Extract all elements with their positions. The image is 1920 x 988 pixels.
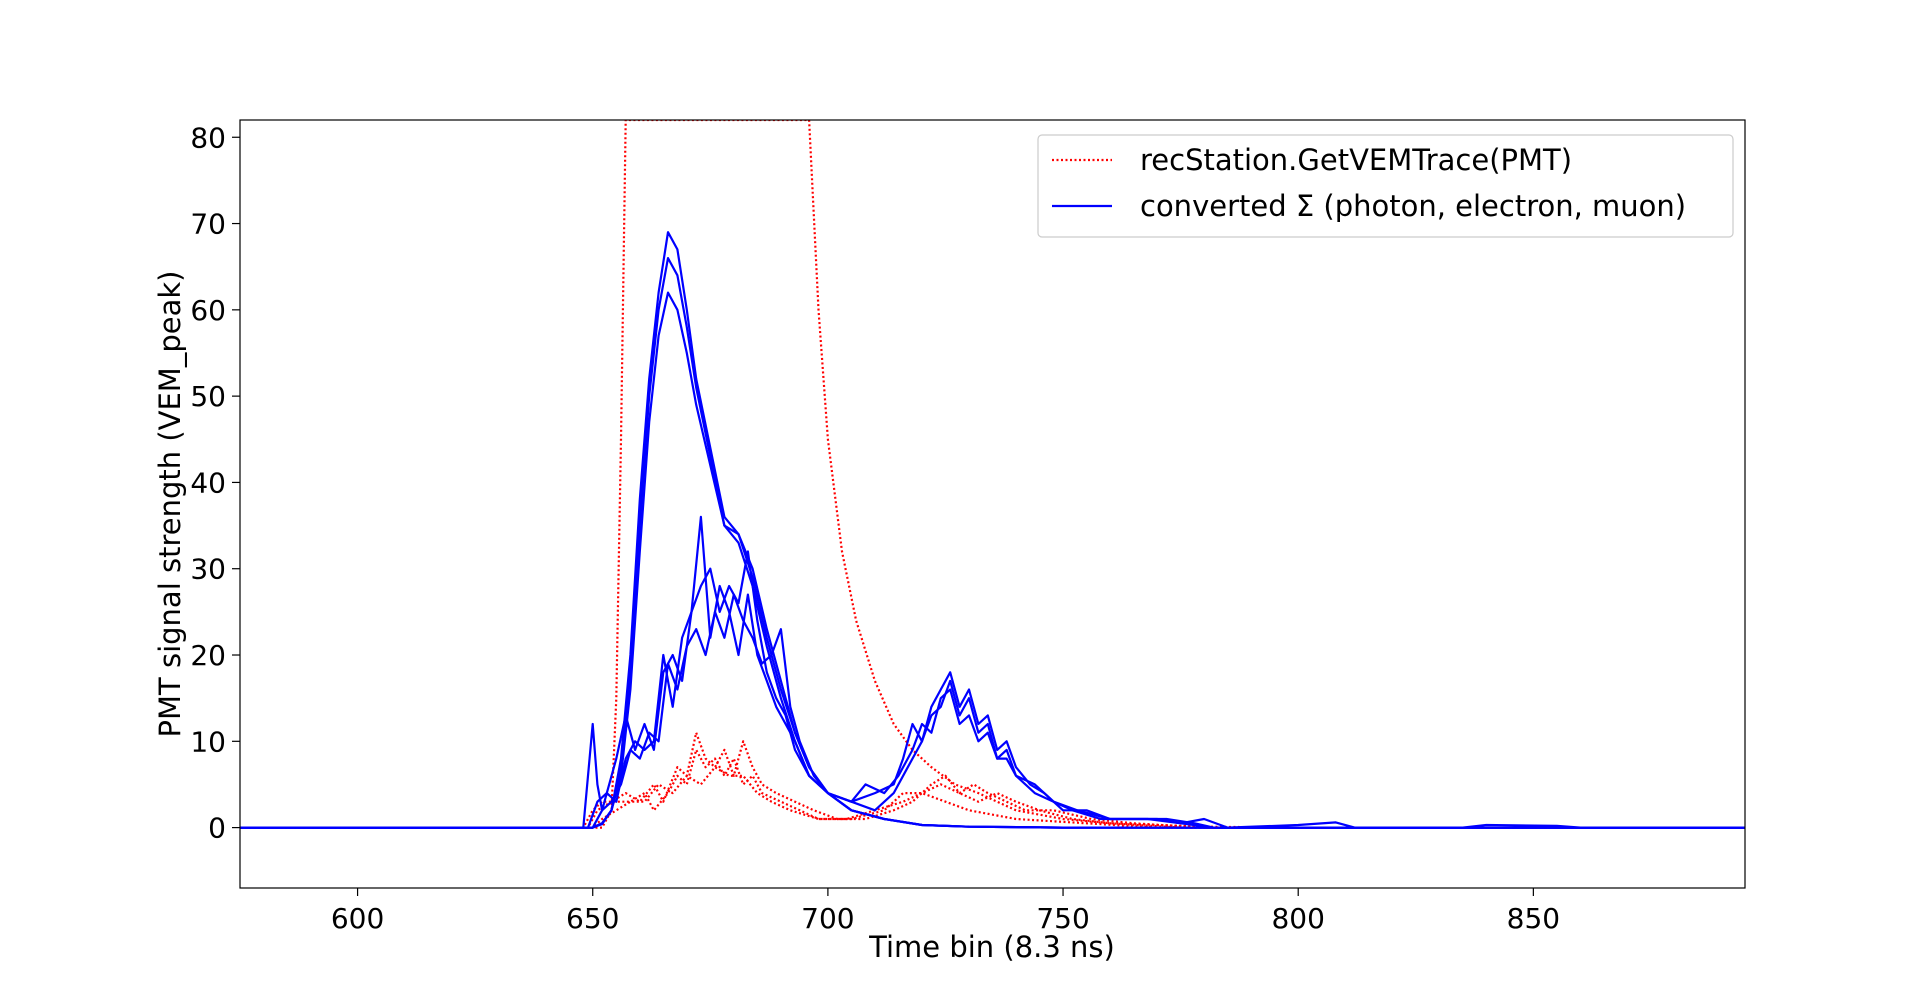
y-tick-label: 10: [190, 725, 226, 758]
x-axis: 600 650 700 750 800 850: [331, 888, 1560, 935]
converted-sum-series-6: [240, 291, 1745, 829]
y-tick-label: 30: [190, 553, 226, 586]
y-tick-label: 20: [190, 639, 226, 672]
y-tick-label: 80: [190, 121, 226, 154]
converted-sum-series-9: [240, 593, 1745, 829]
legend-box: [1037, 134, 1734, 238]
x-tick-label: 650: [566, 902, 619, 935]
x-tick-label: 800: [1271, 902, 1324, 935]
y-tick-label: 70: [190, 208, 226, 241]
y-tick-label: 0: [208, 812, 226, 845]
x-axis-title: Time bin (8.3 ns): [868, 930, 1115, 964]
series-layer: [240, 120, 1745, 829]
legend-label-converted-sum: converted Σ (photon, electron, muon): [1140, 189, 1686, 223]
vem-trace-series-1: [240, 748, 1745, 829]
x-tick-label: 750: [1036, 902, 1089, 935]
y-tick-label: 60: [190, 294, 226, 327]
legend-label-vem-trace: recStation.GetVEMTrace(PMT): [1140, 143, 1572, 177]
plot-frame: [239, 119, 1746, 889]
y-axis-title: PMT signal strength (VEM_peak): [153, 271, 187, 738]
y-tick-label: 50: [190, 380, 226, 413]
vem-trace-series-0: [240, 120, 1745, 829]
vem-trace-series-2: [240, 731, 1745, 829]
legend: recStation.GetVEMTrace(PMT) converted Σ …: [1037, 134, 1734, 238]
x-tick-label: 600: [331, 902, 384, 935]
plot-background: [240, 120, 1745, 888]
y-axis: 0 10 20 30 40 50 60 70 80: [190, 121, 240, 845]
y-tick-label: 40: [190, 466, 226, 499]
x-tick-label: 700: [801, 902, 854, 935]
x-tick-label: 850: [1507, 902, 1560, 935]
